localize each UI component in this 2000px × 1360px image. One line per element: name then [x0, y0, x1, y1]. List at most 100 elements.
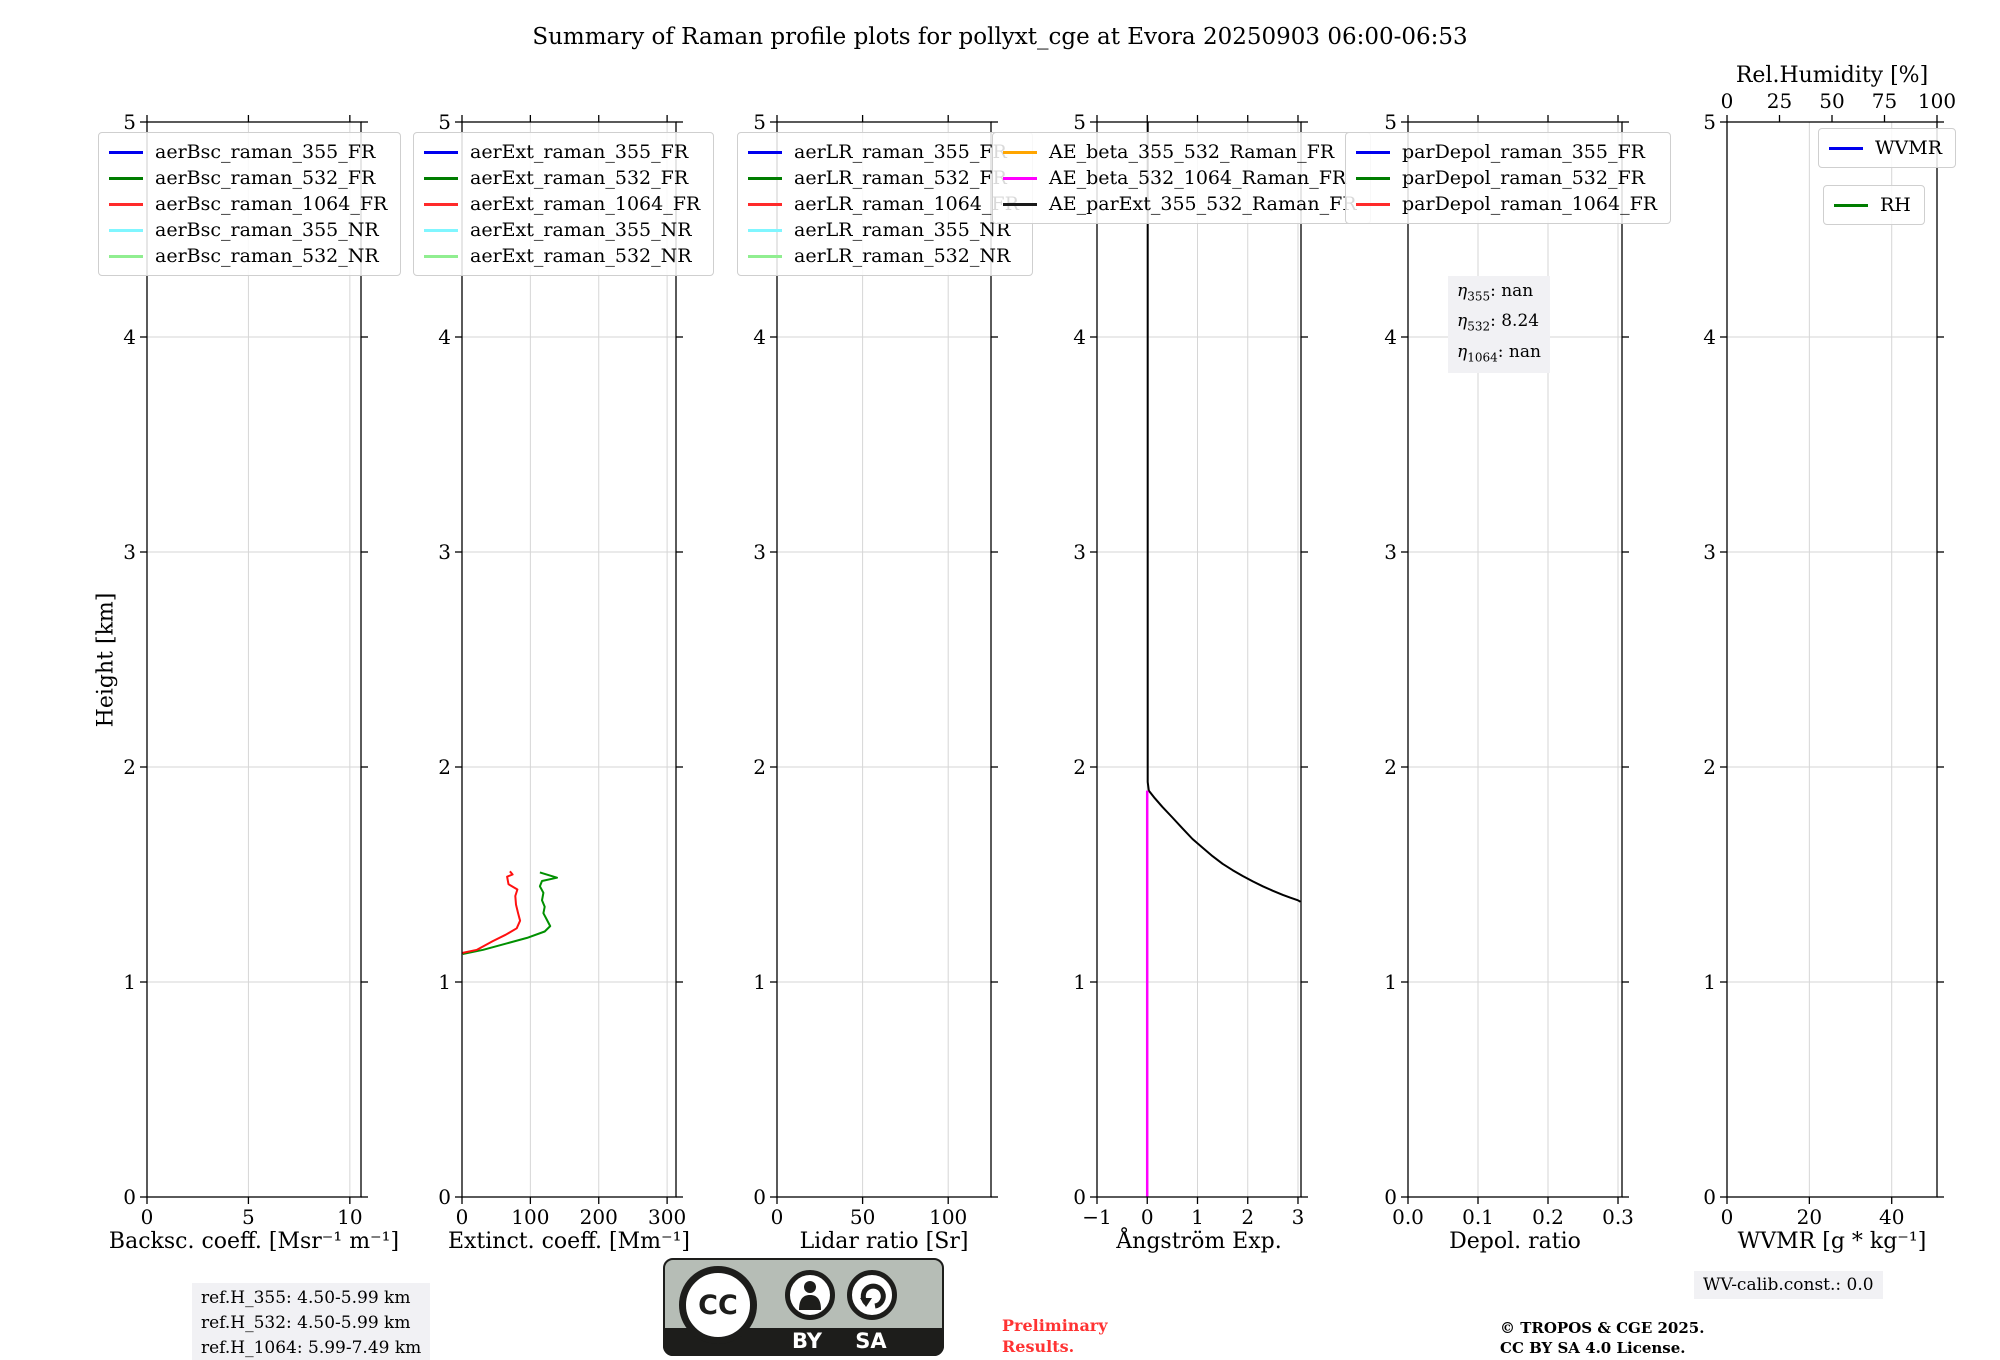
legend-line-sample [748, 202, 782, 206]
svg-text:5: 5 [1384, 110, 1397, 134]
legend-label: aerExt_raman_1064_FR [470, 193, 701, 215]
svg-text:0: 0 [438, 1185, 451, 1209]
legend-line-sample [424, 254, 458, 258]
svg-text:4: 4 [1073, 325, 1086, 349]
svg-text:1: 1 [1191, 1205, 1204, 1229]
legend-label: aerLR_raman_355_NR [794, 219, 1011, 241]
legend-entry: aerLR_raman_355_FR [748, 139, 1019, 165]
svg-text:4: 4 [753, 325, 766, 349]
svg-text:100: 100 [929, 1205, 967, 1229]
legend-label: aerExt_raman_355_NR [470, 219, 692, 241]
legend-entry: parDepol_raman_355_FR [1356, 139, 1657, 165]
svg-text:0.3: 0.3 [1602, 1205, 1634, 1229]
svg-text:1: 1 [438, 970, 451, 994]
legend-label: aerBsc_raman_1064_FR [155, 193, 388, 215]
copyright-note: © TROPOS & CGE 2025. CC BY SA 4.0 License… [1500, 1319, 1705, 1357]
legend-entry: parDepol_raman_1064_FR [1356, 191, 1657, 217]
legend-entry: aerLR_raman_532_FR [748, 165, 1019, 191]
legend-entry: aerExt_raman_532_NR [424, 243, 700, 269]
share-alike-icon [847, 1270, 897, 1320]
legend-label: parDepol_raman_1064_FR [1402, 193, 1658, 215]
svg-text:WVMR [g * kg⁻¹]: WVMR [g * kg⁻¹] [1738, 1229, 1927, 1254]
cc-logo-text: CC [698, 1289, 738, 1321]
svg-text:0: 0 [1073, 1185, 1086, 1209]
svg-text:−1: −1 [1082, 1205, 1111, 1229]
svg-text:4: 4 [1703, 325, 1716, 349]
svg-text:2: 2 [1073, 755, 1086, 779]
svg-text:Depol. ratio: Depol. ratio [1449, 1229, 1581, 1254]
legend-line-sample [1356, 202, 1390, 206]
legend-entry: aerBsc_raman_1064_FR [109, 191, 387, 217]
legend-line-sample [424, 228, 458, 232]
svg-text:0: 0 [753, 1185, 766, 1209]
svg-text:Backsc. coeff. [Msr⁻¹ m⁻¹]: Backsc. coeff. [Msr⁻¹ m⁻¹] [109, 1229, 399, 1254]
legend-label: aerBsc_raman_532_FR [155, 167, 376, 189]
svg-text:2: 2 [438, 755, 451, 779]
svg-text:1: 1 [123, 970, 136, 994]
svg-text:1: 1 [1073, 970, 1086, 994]
legend-line-sample [424, 150, 458, 154]
depol-calibration-annotation: η355: nan η532: 8.24 η1064: nan [1448, 276, 1550, 374]
legend-label: WVMR [1875, 137, 1943, 159]
legend-label: aerExt_raman_355_FR [470, 141, 689, 163]
legend-label: aerExt_raman_532_NR [470, 245, 692, 267]
svg-text:5: 5 [123, 110, 136, 134]
legend-line-sample [109, 176, 143, 180]
svg-text:0: 0 [1384, 1185, 1397, 1209]
legend-entry: AE_beta_355_532_Raman_FR [1003, 139, 1357, 165]
svg-text:100: 100 [511, 1205, 549, 1229]
cc-sa-label: SA [855, 1329, 887, 1353]
legend-entry: aerBsc_raman_355_FR [109, 139, 387, 165]
svg-text:4: 4 [1384, 325, 1397, 349]
legend-rh: RH [1823, 185, 1925, 225]
legend-line-sample [748, 254, 782, 258]
legend-entry: AE_beta_532_1064_Raman_FR [1003, 165, 1357, 191]
legend-line-sample [109, 202, 143, 206]
legend-entry: aerBsc_raman_355_NR [109, 217, 387, 243]
legend-entry: aerLR_raman_355_NR [748, 217, 1019, 243]
legend-label: AE_beta_532_1064_Raman_FR [1049, 167, 1347, 189]
legend-label: aerLR_raman_532_FR [794, 167, 1007, 189]
svg-text:3: 3 [123, 540, 136, 564]
legend-wvmr: WVMR [1818, 128, 1957, 168]
svg-text:50: 50 [1819, 89, 1844, 113]
reference-height-annotation: ref.H_355: 4.50-5.99 km ref.H_532: 4.50-5… [192, 1283, 431, 1360]
cc-logo-icon: CC [679, 1266, 757, 1344]
legend-entry: WVMR [1829, 135, 1942, 161]
legend-line-sample [1003, 202, 1037, 206]
legend-entry: aerLR_raman_1064_FR [748, 191, 1019, 217]
svg-text:0: 0 [1721, 89, 1734, 113]
svg-text:5: 5 [1703, 110, 1716, 134]
svg-text:0: 0 [141, 1205, 154, 1229]
svg-text:3: 3 [438, 540, 451, 564]
svg-text:25: 25 [1767, 89, 1792, 113]
svg-text:2: 2 [753, 755, 766, 779]
cc-by-sa-badge: BY SA CC [663, 1258, 944, 1356]
svg-text:0: 0 [771, 1205, 784, 1229]
legend-label: parDepol_raman_355_FR [1402, 141, 1645, 163]
svg-text:Lidar ratio [Sr]: Lidar ratio [Sr] [800, 1229, 969, 1254]
figure-title: Summary of Raman profile plots for polly… [532, 24, 1468, 50]
legend-line-sample [1834, 203, 1868, 207]
svg-text:Ångström Exp.: Ångström Exp. [1115, 1226, 1281, 1254]
svg-text:2: 2 [1703, 755, 1716, 779]
svg-text:10: 10 [337, 1205, 362, 1229]
legend-entry: aerExt_raman_1064_FR [424, 191, 700, 217]
svg-text:0: 0 [1721, 1205, 1734, 1229]
preliminary-results-note: Preliminary Results. [1002, 1316, 1108, 1356]
legend-label: RH [1880, 194, 1911, 216]
legend-entry: aerExt_raman_355_NR [424, 217, 700, 243]
svg-text:1: 1 [753, 970, 766, 994]
svg-text:0: 0 [1141, 1205, 1154, 1229]
svg-text:50: 50 [850, 1205, 875, 1229]
legend-entry: aerExt_raman_532_FR [424, 165, 700, 191]
legend-entry: aerBsc_raman_532_FR [109, 165, 387, 191]
svg-text:4: 4 [123, 325, 136, 349]
legend-label: parDepol_raman_532_FR [1402, 167, 1645, 189]
legend-line-sample [1003, 150, 1037, 154]
svg-text:1: 1 [1384, 970, 1397, 994]
svg-text:Rel.Humidity [%]: Rel.Humidity [%] [1736, 63, 1928, 88]
svg-text:5: 5 [242, 1205, 255, 1229]
legend-line-sample [109, 228, 143, 232]
